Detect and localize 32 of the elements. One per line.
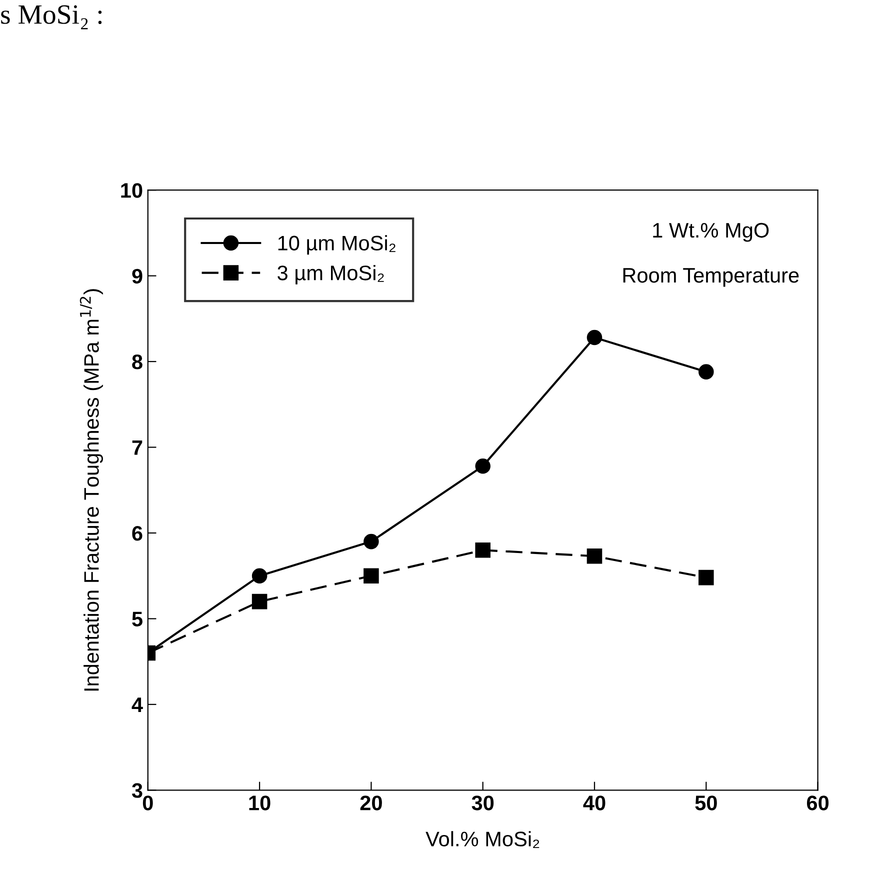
x-tick-label: 40 xyxy=(583,796,606,810)
y-tick-label: 9 xyxy=(132,268,142,284)
point xyxy=(698,570,714,586)
y-tick-label: 8 xyxy=(132,354,142,370)
x-tick-label: 0 xyxy=(142,796,153,810)
point xyxy=(698,364,714,380)
annotation: 1 Wt.% MgO xyxy=(653,222,769,242)
point xyxy=(586,330,602,346)
x-tick-label: 20 xyxy=(360,796,382,810)
point xyxy=(475,458,490,474)
annotation: Room Temperature xyxy=(623,268,799,287)
text: s MoSi₂ : xyxy=(1,5,102,30)
legend-label: 10 µm MoSi₂ xyxy=(278,235,396,255)
point xyxy=(252,594,268,610)
point xyxy=(586,548,602,564)
y-tick-label: 4 xyxy=(132,698,143,712)
point xyxy=(252,568,268,584)
x-tick-label: 60 xyxy=(806,796,829,810)
point xyxy=(364,534,379,550)
point xyxy=(364,568,379,584)
point xyxy=(475,542,490,558)
x-tick-label: 30 xyxy=(472,796,494,810)
y-tick-label: 7 xyxy=(132,440,142,455)
x-axis-title: Vol.% MoSi₂ xyxy=(426,831,540,848)
y-axis-title: Indentation Fracture Toughness (MPa m$^{1/2}$) xyxy=(80,289,103,691)
x-tick-label: 10 xyxy=(249,796,270,810)
y-tick-label: 3 xyxy=(132,783,142,798)
legend-label: 3 µm MoSi₂ xyxy=(278,265,384,284)
y-tick-label: 10 xyxy=(121,183,142,198)
y-tick-label: 6 xyxy=(132,526,142,541)
x-tick-label: 50 xyxy=(695,796,717,810)
y-tick-label: 5 xyxy=(132,612,142,626)
